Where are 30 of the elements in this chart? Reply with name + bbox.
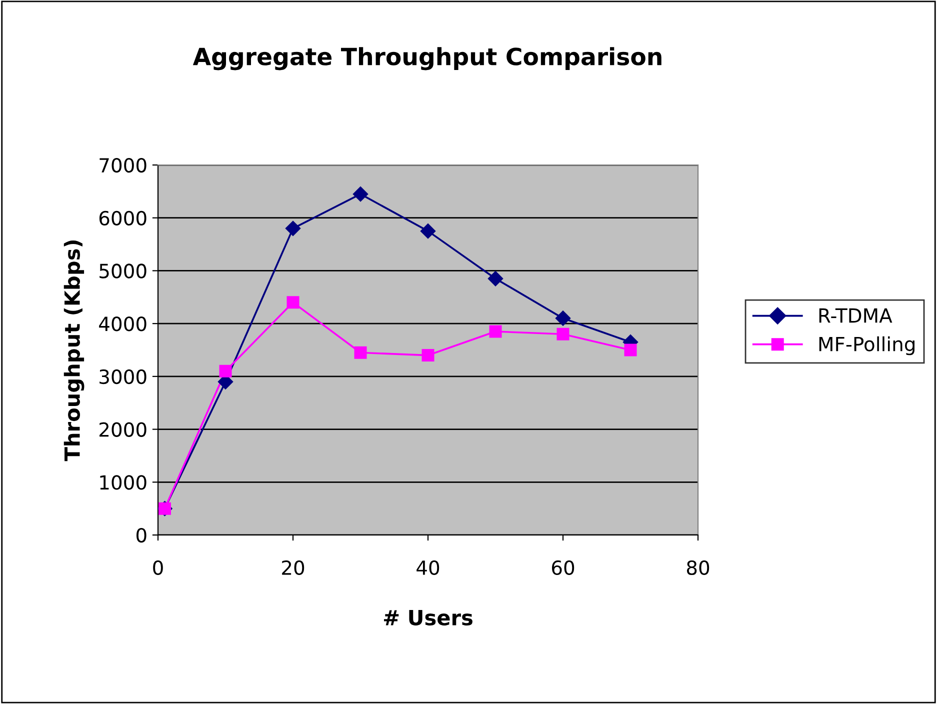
y-tick-label: 3000: [100, 369, 146, 384]
y-tick-label: 4000: [99, 316, 146, 332]
point: [420, 224, 436, 239]
x-tick-label: 40: [416, 560, 440, 576]
y-tick-label: 6000: [99, 210, 146, 226]
point: [219, 364, 232, 378]
y-tick-label: 0: [136, 528, 146, 543]
point: [556, 328, 570, 340]
chart-title: Aggregate Throughput Comparison: [192, 47, 662, 70]
point: [352, 186, 368, 202]
point: [488, 271, 504, 286]
point: [354, 346, 367, 359]
point: [422, 349, 434, 362]
point: [624, 344, 637, 356]
point: [489, 325, 502, 338]
y-tick-label: 1000: [100, 475, 146, 490]
legend-label: R-TDMA: [819, 308, 892, 323]
x-axis-title: # Users: [384, 610, 472, 626]
x-tick-label: 20: [282, 560, 304, 576]
x-tick-label: 60: [552, 560, 574, 576]
y-tick-label: 7000: [100, 158, 146, 173]
point: [555, 310, 571, 326]
point: [286, 296, 300, 309]
legend-label: MF-Polling: [819, 336, 914, 356]
y-axis-title: Throughput (Kbps): [64, 240, 84, 462]
y-tick-label: 5000: [100, 264, 146, 278]
x-tick-label: 0: [153, 560, 163, 576]
y-tick-label: 2000: [100, 422, 146, 437]
point: [285, 220, 301, 236]
x-tick-label: 80: [686, 560, 710, 576]
